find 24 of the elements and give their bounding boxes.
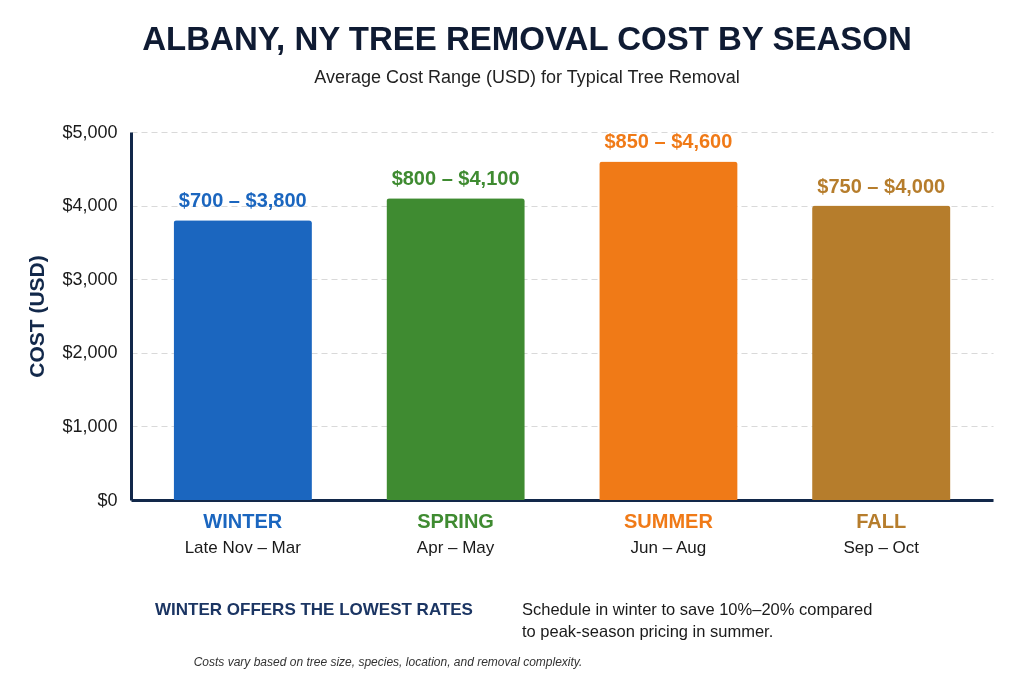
y-tick-label: $0: [97, 489, 118, 510]
text: Costs vary based on tree size, species, location, and removal complexity.: [193, 655, 583, 669]
category-label: SPRING Apr – May: [416, 510, 495, 557]
y-tick-label: $5,000: [62, 121, 118, 142]
annotation: $800 – $4,100: [391, 167, 520, 190]
annotation: $750 – $4,000: [817, 174, 946, 197]
y-tick-label: $3,000: [62, 268, 118, 289]
y-axis-title: COST (USD): [25, 255, 49, 378]
text: WINTER OFFERS THE LOWEST RATES: [155, 600, 473, 619]
y-tick-label: $4,000: [62, 195, 118, 216]
annotation: $700 – $3,800: [178, 189, 307, 212]
chart-subtitle: Average Cost Range (USD) for Typical Tree Removal: [314, 67, 740, 87]
text: Schedule in winter to save 10%–20% compared to peak-season pricing in summer.: [522, 600, 873, 640]
bar: [386, 198, 525, 500]
y-tick-label: $1,000: [62, 415, 118, 436]
bar: [173, 220, 312, 500]
bar: [812, 205, 951, 500]
category-label: WINTER Late Nov – Mar: [184, 510, 301, 557]
annotation: $850 – $4,600: [604, 130, 733, 153]
chart-title: ALBANY, NY TREE REMOVAL COST BY SEASON: [142, 20, 912, 57]
category-label: FALL Sep – Oct: [843, 510, 920, 557]
y-tick-label: $2,000: [62, 342, 118, 363]
category-label: SUMMER Jun – Aug: [623, 510, 713, 557]
bar: [599, 161, 738, 500]
